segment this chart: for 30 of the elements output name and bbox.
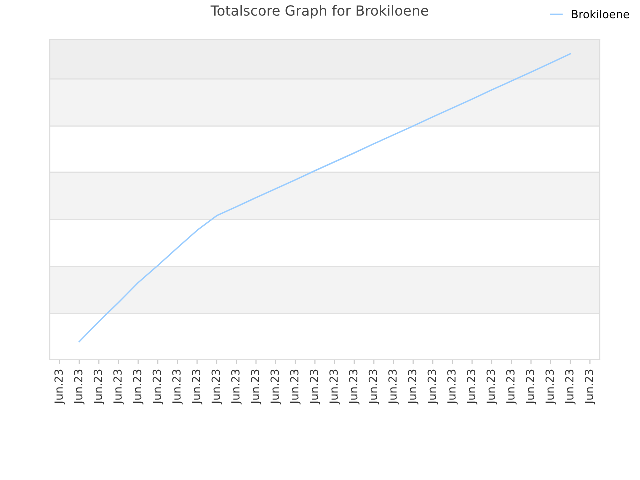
- x-tick-label: Jun.23: [310, 370, 320, 405]
- x-tick-label: Jun.23: [94, 370, 104, 405]
- x-tick-label: Jun.23: [54, 370, 66, 405]
- x-tick-label: Jun.23: [290, 370, 301, 405]
- x-tick-label: Jun.23: [408, 370, 419, 405]
- x-tick-label: Jun.23: [330, 370, 340, 405]
- x-tick-label: Jun.23: [349, 370, 360, 405]
- x-tick-label: Jun.23: [231, 370, 242, 405]
- x-tick-label: Jun.23: [388, 370, 400, 405]
- x-tick-label: Jun.23: [114, 370, 124, 405]
- chart-title: Totalscore Graph for Brokiloene: [210, 5, 428, 19]
- x-tick-label: Jun.23: [74, 370, 85, 405]
- x-tick-label: Jun.23: [192, 370, 203, 405]
- x-tick-label: Jun.23: [368, 370, 380, 405]
- x-tick-label: Jun.23: [585, 370, 596, 405]
- x-tick-label: Jun.23: [428, 370, 438, 405]
- x-tick-label: Jun.23: [152, 370, 164, 405]
- x-tick-label: Jun.23: [270, 370, 282, 405]
- x-tick-label: Jun.23: [212, 370, 222, 405]
- x-tick-label: Jun.23: [448, 370, 458, 405]
- x-tick-label: Jun.23: [133, 370, 144, 405]
- x-tick-label: Jun.23: [565, 370, 576, 405]
- legend-label: Brokiloene: [572, 10, 630, 19]
- x-tick-label: Jun.23: [251, 370, 262, 405]
- x-tick-label: Jun.23: [546, 370, 556, 405]
- x-tick-label: Jun.23: [526, 370, 537, 405]
- x-tick-label: Jun.23: [506, 370, 517, 405]
- x-tick-label: Jun.23: [467, 370, 478, 405]
- x-tick-label: Jun.23: [486, 370, 498, 405]
- x-tick-label: Jun.23: [172, 370, 183, 405]
